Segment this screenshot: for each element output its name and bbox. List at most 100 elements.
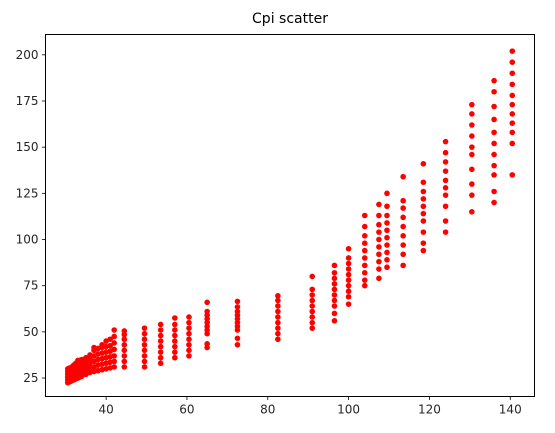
data-point [361,233,368,239]
y-tick-label: 75 [23,279,38,293]
data-point [157,332,164,339]
data-point [275,303,281,309]
data-point [331,262,338,269]
data-point [376,275,382,282]
data-point [141,347,148,354]
data-point [309,303,316,309]
data-point [172,343,178,350]
data-point [121,341,128,348]
data-point [469,166,475,173]
data-point [331,310,338,317]
data-point [376,212,382,219]
data-point [469,192,475,198]
data-point [361,282,368,289]
data-point [376,221,382,228]
data-point [186,347,192,354]
data-point [172,349,178,355]
data-point [442,229,449,235]
data-point [172,332,178,339]
x-tick-label: 140 [499,403,522,417]
data-point [420,247,427,254]
data-point [234,298,241,305]
data-point [509,70,516,77]
data-point [172,315,178,321]
data-point [172,354,178,361]
data-point [420,218,427,224]
data-point [376,201,382,208]
data-point [469,122,475,128]
data-point [309,292,316,298]
data-point [309,286,316,293]
x-tick-label: 40 [98,403,113,417]
data-point [442,218,449,224]
data-point [345,282,352,289]
data-point [141,341,148,348]
data-point [491,151,497,158]
data-point [234,304,241,310]
data-point [157,349,164,355]
data-point [376,236,382,243]
data-point [400,242,406,248]
data-point [384,203,390,210]
data-point [442,185,449,191]
data-point [309,273,316,280]
x-tick-label: 120 [418,403,441,417]
data-point [491,77,497,84]
plot-frame [45,34,535,397]
data-point [491,103,497,110]
data-point [107,342,113,349]
data-point [442,203,449,210]
y-tick-label: 50 [23,325,38,339]
data-point [204,299,210,306]
data-point [420,196,427,202]
data-point [111,333,117,340]
data-point [234,308,241,315]
data-point [141,358,148,365]
data-point [376,229,382,235]
data-point [400,223,406,230]
data-point [121,347,128,354]
data-point [491,140,497,147]
y-tick-label: 125 [16,186,39,200]
data-point [345,301,352,307]
data-point [509,120,516,126]
y-tick-label: 175 [16,94,39,108]
data-point [509,59,516,65]
data-point [361,212,368,219]
data-point [345,288,352,295]
data-point [491,188,497,195]
y-tick-label: 100 [16,233,39,247]
data-point [442,168,449,174]
data-point [400,173,406,180]
data-point [420,203,427,210]
data-point [361,247,368,254]
x-tick-label: 100 [337,403,360,417]
data-point [204,341,210,347]
data-point [376,244,382,250]
data-point [491,88,497,95]
data-point [469,151,475,158]
data-point [442,192,449,198]
data-point [234,335,241,342]
data-point [121,353,128,359]
data-point [361,277,368,283]
data-point [384,249,390,256]
data-point [331,292,338,298]
data-point [111,364,117,370]
data-point [384,234,390,241]
data-point [111,327,117,333]
y-tick-label: 150 [16,140,39,154]
points-layer [64,48,516,386]
data-point [491,162,497,169]
data-point [469,144,475,150]
data-point [275,297,281,304]
data-point [345,255,352,261]
data-point [376,266,382,272]
data-point [141,336,148,343]
data-point [509,81,516,88]
data-point [275,308,281,315]
data-point [509,172,516,178]
data-point [331,303,338,309]
data-point [469,101,475,108]
